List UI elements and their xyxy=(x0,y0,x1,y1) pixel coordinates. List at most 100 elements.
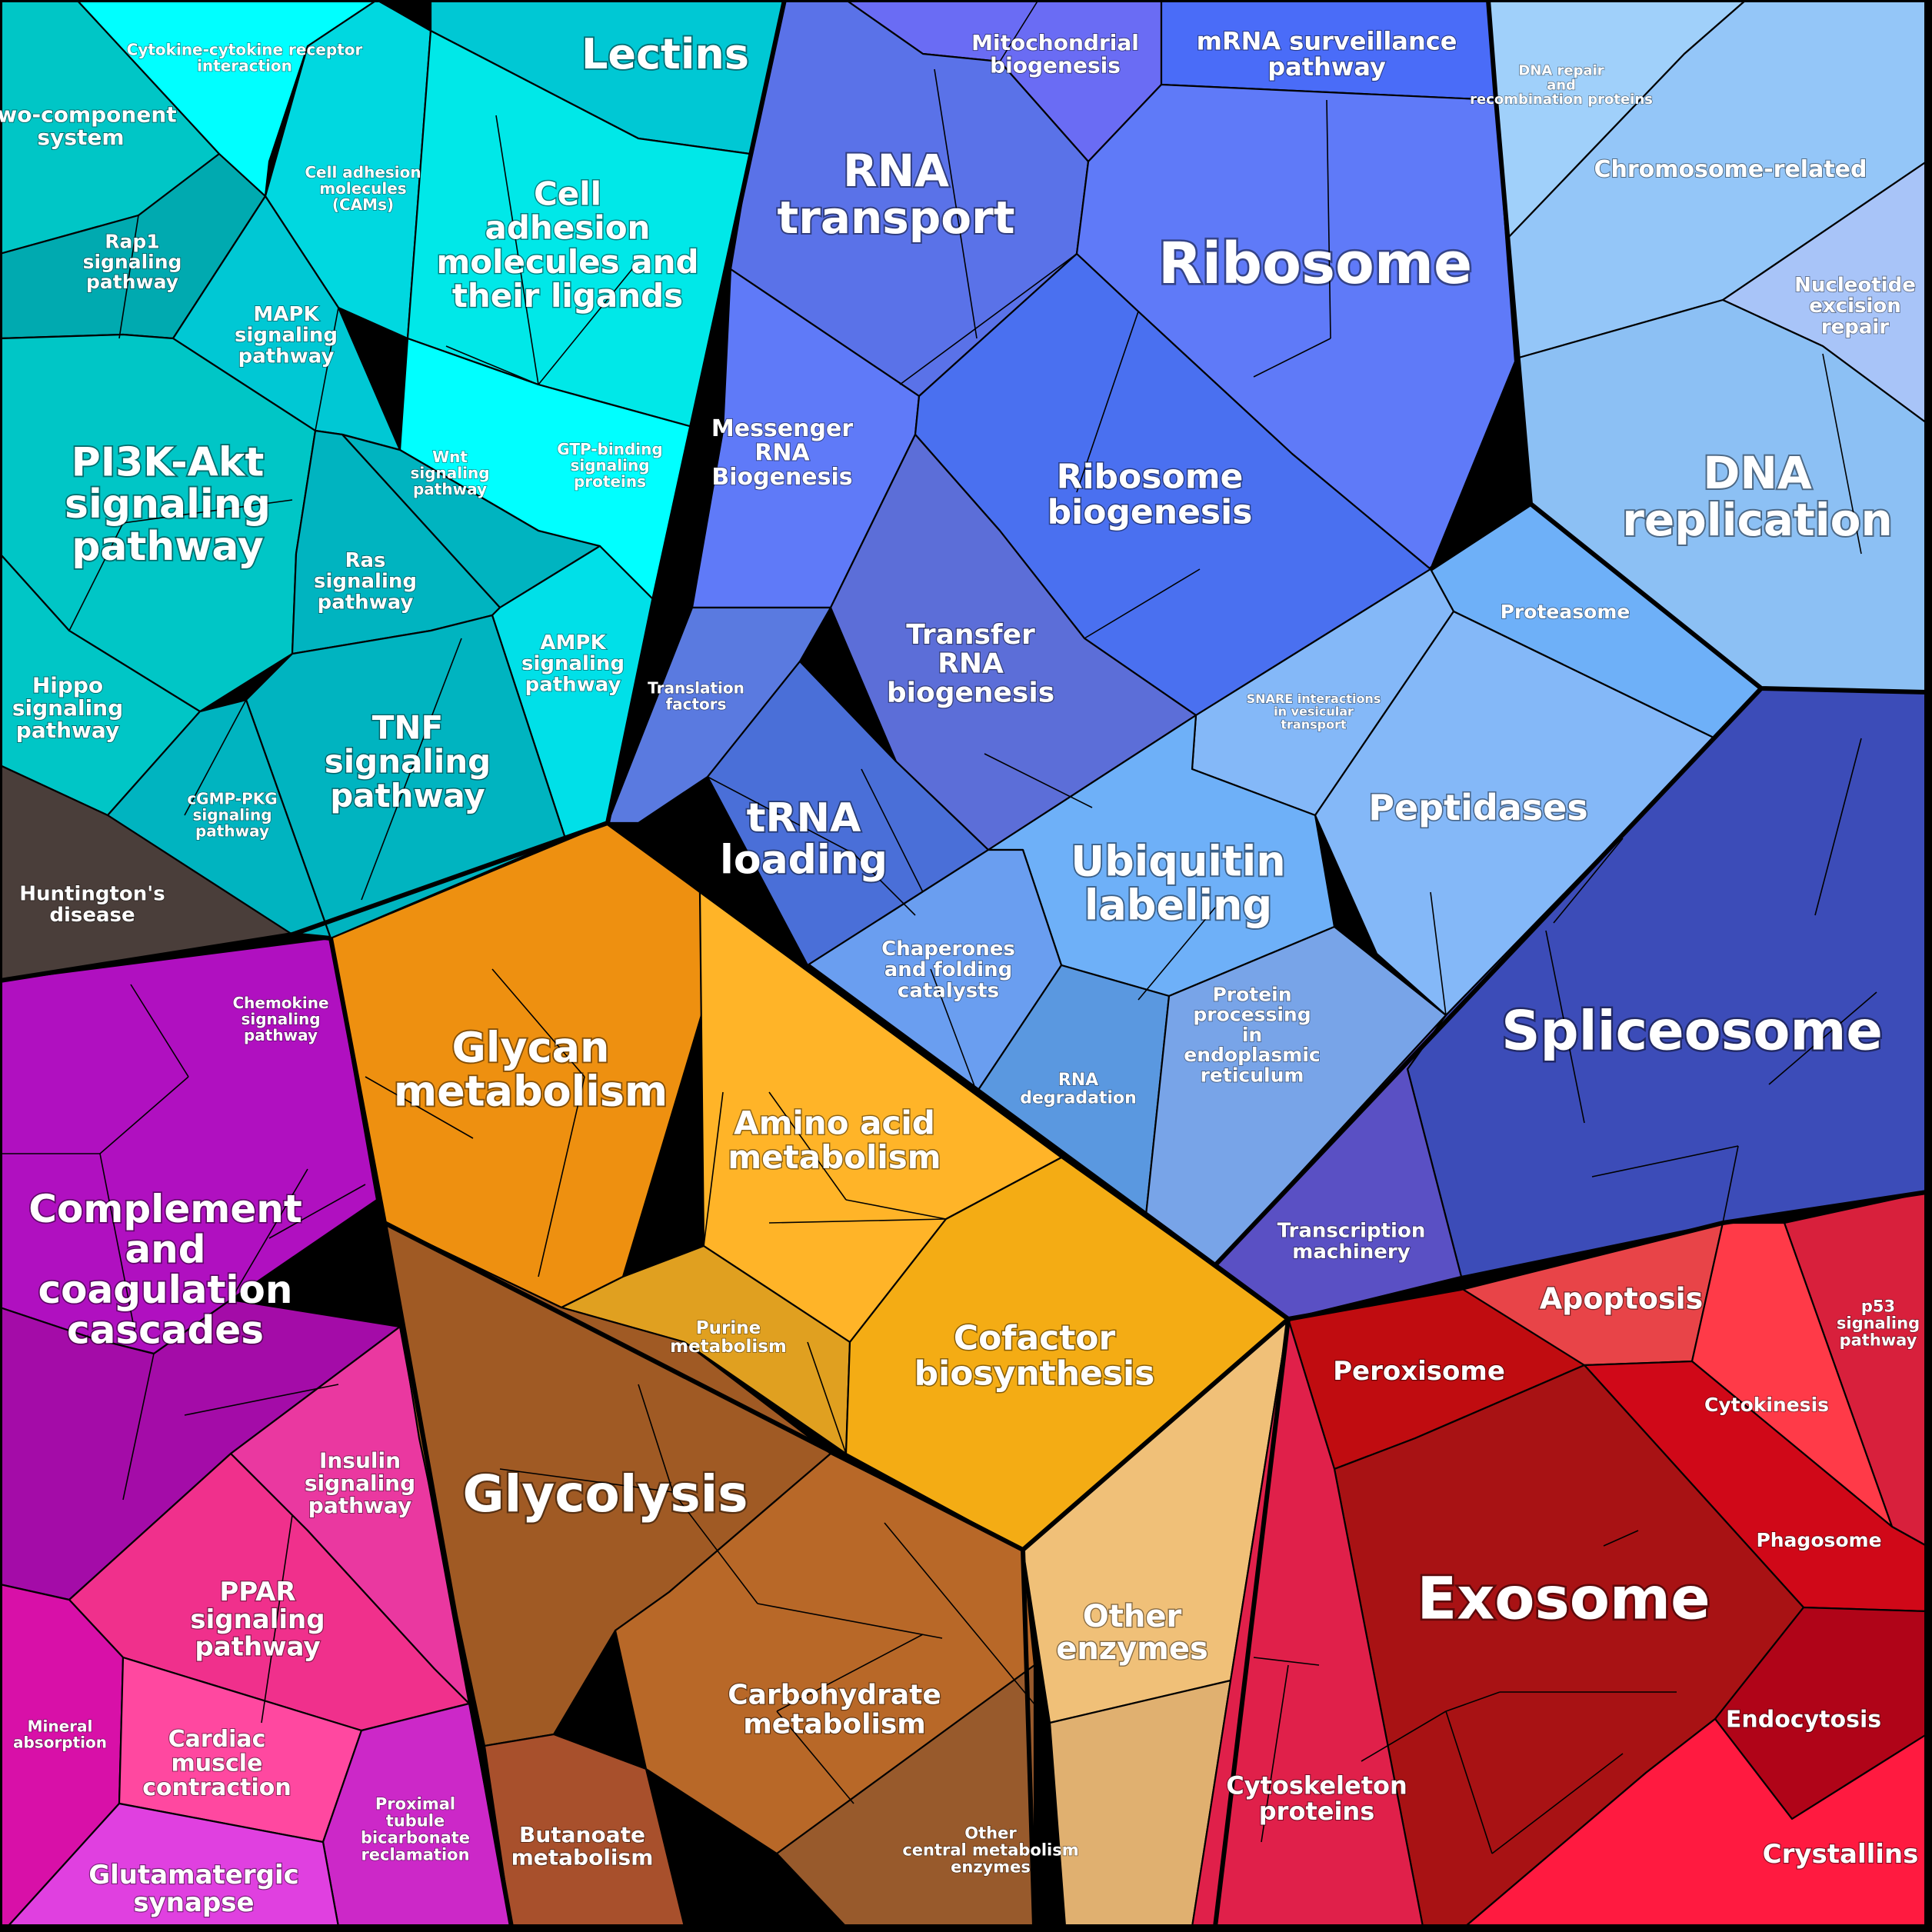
cell-divider xyxy=(1491,1753,1624,1854)
cell-divider xyxy=(1545,930,1585,1124)
cell-divider xyxy=(1253,1657,1320,1666)
label-exosome: Exosome xyxy=(1417,1564,1710,1633)
cell-divider xyxy=(122,499,293,524)
label-rna-transport: RNA transport xyxy=(778,145,1015,244)
cell-divider xyxy=(445,345,539,385)
cell-cytokine xyxy=(75,0,378,198)
cell-divider xyxy=(499,1468,674,1493)
cell-divider xyxy=(845,1199,947,1220)
cell-divider xyxy=(1261,1664,1289,1843)
group-border xyxy=(1287,1190,1927,1321)
label-translation: Translation factors xyxy=(648,679,744,714)
label-rna-deg: RNA degradation xyxy=(1020,1071,1137,1108)
cell-divider xyxy=(899,253,1078,385)
cell-divider xyxy=(1445,1691,1501,1712)
cell-divider xyxy=(884,1522,1051,1724)
cell-divider xyxy=(984,753,1093,808)
label-two-component: Two-component system xyxy=(0,102,177,149)
group-border xyxy=(1429,501,1532,571)
label-tnf: TNF signaling pathway xyxy=(325,709,491,814)
label-insulin: Insulin signaling pathway xyxy=(305,1447,415,1518)
label-other-central: Other central metabolism enzymes xyxy=(902,1824,1078,1876)
label-ubiquitin: Ubiquitin labeling xyxy=(1071,838,1285,930)
cell-divider xyxy=(768,1091,847,1201)
label-cytokinesis: Cytokinesis xyxy=(1704,1394,1829,1416)
label-glycan: Glycan metabolism xyxy=(394,1024,668,1116)
label-dna-rep: DNA replication xyxy=(1622,447,1892,546)
cell-divider xyxy=(118,215,139,339)
cell-divider xyxy=(672,1491,758,1604)
cell-divider xyxy=(930,968,978,1093)
group-border xyxy=(1213,1318,1291,1927)
cell-divider xyxy=(315,307,339,431)
cell-divider xyxy=(1076,311,1139,493)
label-purine: Purine metabolism xyxy=(670,1318,787,1357)
label-hippo: Hippo signaling pathway xyxy=(12,672,123,743)
cell-divider xyxy=(707,776,854,854)
label-chromosome: Chromosome-related xyxy=(1594,156,1867,183)
label-cams: Cell adhesion molecules (CAMs) xyxy=(305,163,421,214)
cell-divider xyxy=(538,261,639,385)
label-peroxisome: Peroxisome xyxy=(1333,1356,1505,1387)
cell-divider xyxy=(757,1603,943,1639)
label-chaperones: Chaperones and folding catalysts xyxy=(881,938,1015,1003)
label-peptidases: Peptidases xyxy=(1368,787,1588,828)
cell-divider xyxy=(1603,1530,1639,1547)
label-ras: Ras signaling pathway xyxy=(314,549,417,615)
cell-divider xyxy=(807,1341,847,1454)
label-proteasome: Proteasome xyxy=(1501,601,1631,623)
cell-divider xyxy=(495,115,539,385)
label-protein-er: Protein processing in endoplasmic reticulum xyxy=(1184,983,1320,1086)
label-butanoate: Butanoate metabolism xyxy=(511,1822,654,1870)
cell-divider xyxy=(491,968,585,1078)
cell-divider xyxy=(1326,99,1331,339)
label-endocytosis: Endocytosis xyxy=(1726,1707,1881,1734)
cell-divider xyxy=(538,1076,585,1277)
label-cytokine: Cytokine-cytokine receptor interaction xyxy=(127,41,363,75)
labels-layer: Lectins Cytokine-cytokine receptor interac… xyxy=(0,25,1920,1919)
cell-divider xyxy=(130,984,189,1078)
label-mito: Mitochondrial biogenesis xyxy=(971,30,1139,78)
cell-divider xyxy=(1553,838,1624,924)
label-huntington: Huntington's disease xyxy=(19,882,165,926)
label-pi3k: PI3K-Akt signaling pathway xyxy=(65,440,271,570)
label-carbohydrate: Carbohydrate metabolism xyxy=(728,1680,941,1740)
label-crystallins: Crystallins xyxy=(1763,1839,1919,1870)
cell-divider xyxy=(68,522,124,631)
group-border xyxy=(383,1221,1024,1552)
label-dna-repair: DNA repair and recombination proteins xyxy=(1470,62,1653,108)
label-mrna-surv: mRNA surveillance pathway xyxy=(1197,26,1457,82)
cell-divider xyxy=(703,1091,724,1247)
label-cytoskeleton: Cytoskeleton proteins xyxy=(1226,1770,1407,1826)
label-wnt: Wnt signaling pathway xyxy=(410,448,489,498)
cell-divider xyxy=(230,1168,308,1301)
label-ribosome-bio: Ribosome biogenesis xyxy=(1048,457,1253,531)
label-other-enz: Other enzymes xyxy=(1056,1599,1208,1667)
label-cell-adhesion: Cell adhesion molecules and their ligands xyxy=(436,175,698,315)
cell-cytoskeleton xyxy=(1191,1317,1424,1928)
label-cgmp: cGMP-PKG signaling pathway xyxy=(187,790,277,841)
group-border xyxy=(1214,1263,1290,1321)
cell-divider xyxy=(361,638,462,901)
label-trna-loading: tRNA loading xyxy=(720,795,888,884)
group-border xyxy=(291,0,787,937)
label-snare: SNARE interactions in vesicular transport xyxy=(1247,691,1381,732)
cell-divider xyxy=(776,1634,924,1712)
label-amino: Amino acid metabolism xyxy=(728,1104,941,1176)
label-ribosome: Ribosome xyxy=(1158,231,1472,297)
cell-divider xyxy=(1430,891,1447,1016)
label-phagosome: Phagosome xyxy=(1756,1529,1881,1551)
cell-divider xyxy=(184,699,247,816)
cell-divider xyxy=(99,1153,135,1331)
cell-divider xyxy=(1084,568,1201,639)
cell-divider xyxy=(1768,991,1877,1085)
cell-divider xyxy=(1722,1145,1739,1224)
label-complement: Complement and coagulation cascades xyxy=(28,1187,302,1353)
label-messenger: Messenger RNA Biogenesis xyxy=(711,415,853,491)
label-gtp: GTP-binding signaling proteins xyxy=(557,440,662,491)
label-nucleotide: Nucleotide excision repair xyxy=(1794,274,1916,339)
label-glycolysis: Glycolysis xyxy=(462,1464,748,1524)
label-proximal: Proximal tubule bicarbonate reclamation xyxy=(361,1794,470,1864)
